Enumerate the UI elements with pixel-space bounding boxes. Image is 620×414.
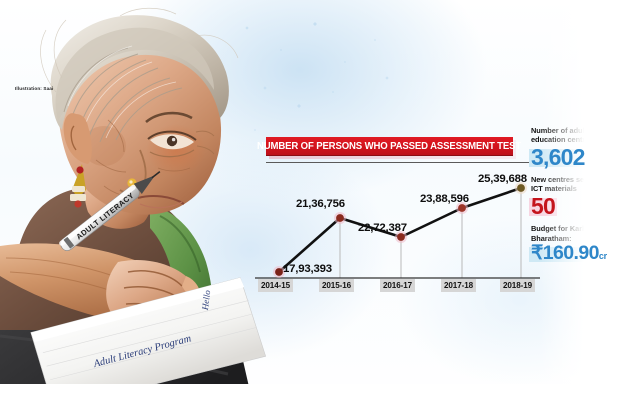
- chart-value-label: 17,93,393: [283, 263, 332, 275]
- banner-body: NUMBER OF PERSONS WHO PASSED ASSESSMENT …: [257, 137, 522, 156]
- stat-value: 3,602: [529, 143, 587, 170]
- bottom-white-strip: [0, 384, 620, 414]
- stat-value: ₹160.90cr: [529, 241, 609, 264]
- chart-value-label: 23,88,596: [420, 193, 469, 205]
- illustration-artwork: ADULT LITERACY Adult Literacy Program He…: [0, 0, 300, 400]
- paper-handwriting-hello: Hello: [200, 289, 213, 312]
- stat-value: 50: [529, 192, 557, 219]
- illustration-credit: Illustration: Saai: [15, 86, 54, 91]
- stat-unit: cr: [598, 250, 607, 261]
- right-fade: [540, 0, 620, 414]
- chart-value-label: 21,36,756: [296, 198, 345, 210]
- chart-category-label: 2017-18: [441, 279, 477, 292]
- chart-category-label: 2015-16: [319, 279, 355, 292]
- earring-decor: [70, 164, 86, 208]
- line-chart: 17,93,393 21,36,756 22,72,387 23,88,596 …: [255, 160, 540, 295]
- headline-banner: NUMBER OF PERSONS WHO PASSED ASSESSMENT …: [257, 137, 534, 163]
- chart-category-label: 2014-15: [258, 279, 294, 292]
- chart-value-label: 25,39,688: [478, 173, 527, 185]
- chart-category-label: 2018-19: [500, 279, 536, 292]
- chart-category-label: 2016-17: [380, 279, 416, 292]
- banner-headline-text: NUMBER OF PERSONS WHO PASSED ASSESSMENT …: [257, 141, 522, 152]
- banner-underline-rule: [266, 162, 534, 163]
- chart-markers: [273, 182, 527, 278]
- chart-gridlines: [278, 188, 522, 278]
- chart-value-label: 22,72,387: [358, 222, 407, 234]
- background-speckle: [235, 10, 415, 150]
